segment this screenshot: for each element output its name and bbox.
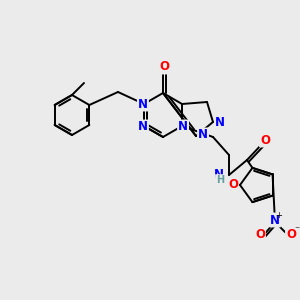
Text: N: N: [270, 214, 280, 226]
Text: O: O: [159, 61, 169, 74]
Text: O: O: [286, 227, 296, 241]
Text: ⁻: ⁻: [294, 225, 300, 235]
Text: N: N: [198, 128, 208, 142]
Text: O: O: [228, 178, 238, 191]
Text: +: +: [276, 212, 282, 220]
Text: N: N: [215, 116, 225, 128]
Text: N: N: [138, 98, 148, 110]
Text: H: H: [216, 175, 224, 185]
Text: O: O: [260, 134, 270, 146]
Text: N: N: [214, 167, 224, 181]
Text: N: N: [138, 121, 148, 134]
Text: O: O: [255, 229, 265, 242]
Text: N: N: [178, 121, 188, 134]
